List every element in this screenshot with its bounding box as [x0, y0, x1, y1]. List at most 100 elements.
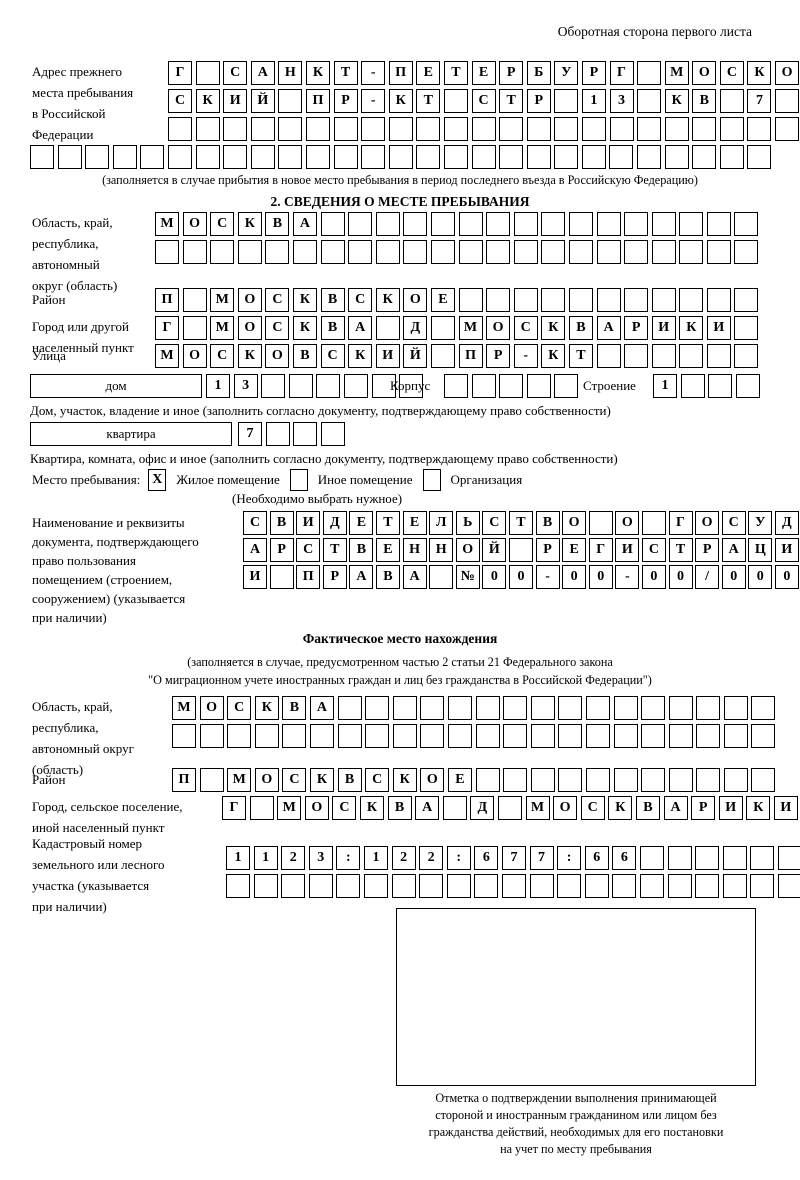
char-cell[interactable]: Е: [430, 288, 455, 312]
char-cell[interactable]: К: [237, 212, 262, 236]
char-cell[interactable]: [664, 117, 689, 141]
char-cell[interactable]: [458, 240, 483, 264]
char-cell[interactable]: :: [557, 846, 582, 870]
char-cell[interactable]: [667, 874, 692, 898]
char-cell[interactable]: [696, 724, 721, 748]
char-cell[interactable]: Д: [470, 796, 495, 820]
char-cell[interactable]: [499, 374, 524, 398]
char-cell[interactable]: [430, 316, 455, 340]
s2-region-row-2[interactable]: [155, 240, 759, 264]
char-cell[interactable]: [281, 874, 306, 898]
char-cell[interactable]: [612, 874, 637, 898]
char-cell[interactable]: [172, 724, 196, 748]
char-cell[interactable]: [584, 874, 609, 898]
char-cell[interactable]: Г: [155, 316, 179, 340]
char-cell[interactable]: [637, 117, 662, 141]
char-cell[interactable]: [706, 240, 731, 264]
char-cell[interactable]: [503, 696, 528, 720]
char-cell[interactable]: [750, 846, 775, 870]
char-cell[interactable]: П: [296, 565, 321, 589]
char-cell[interactable]: Р: [333, 89, 358, 113]
char-cell[interactable]: Н: [402, 538, 427, 562]
prev-address-row-3[interactable]: [168, 117, 800, 141]
char-cell[interactable]: М: [155, 344, 179, 368]
char-cell[interactable]: А: [349, 565, 374, 589]
char-cell[interactable]: А: [402, 565, 427, 589]
char-cell[interactable]: [554, 374, 579, 398]
char-cell[interactable]: М: [277, 796, 302, 820]
char-cell[interactable]: 3: [233, 374, 258, 398]
char-cell[interactable]: [305, 145, 330, 169]
char-cell[interactable]: М: [210, 316, 235, 340]
char-cell[interactable]: [444, 374, 468, 398]
char-cell[interactable]: К: [359, 796, 384, 820]
char-cell[interactable]: [723, 696, 748, 720]
char-cell[interactable]: В: [635, 796, 660, 820]
char-cell[interactable]: [430, 240, 455, 264]
char-cell[interactable]: :: [336, 846, 361, 870]
char-cell[interactable]: [416, 145, 441, 169]
char-cell[interactable]: [250, 145, 275, 169]
char-cell[interactable]: [348, 212, 373, 236]
char-cell[interactable]: [182, 240, 207, 264]
char-cell[interactable]: О: [199, 696, 224, 720]
flat-number-row[interactable]: 7: [238, 422, 345, 446]
char-cell[interactable]: [637, 89, 662, 113]
char-cell[interactable]: [585, 724, 610, 748]
char-cell[interactable]: 0: [588, 565, 613, 589]
char-cell[interactable]: А: [348, 316, 373, 340]
char-cell[interactable]: [558, 768, 583, 792]
char-cell[interactable]: [513, 288, 538, 312]
char-cell[interactable]: 3: [609, 89, 634, 113]
char-cell[interactable]: [446, 874, 471, 898]
char-cell[interactable]: [361, 145, 386, 169]
char-cell[interactable]: [529, 874, 554, 898]
char-cell[interactable]: [585, 768, 610, 792]
char-cell[interactable]: И: [243, 565, 267, 589]
char-cell[interactable]: 1: [363, 846, 388, 870]
char-cell[interactable]: [309, 724, 334, 748]
char-cell[interactable]: [30, 145, 54, 169]
doc-req-row-3[interactable]: И П Р А В А № 0 0-0 0-0 0/0 0 0: [243, 565, 800, 589]
char-cell[interactable]: [375, 240, 400, 264]
char-cell[interactable]: О: [420, 768, 445, 792]
char-cell[interactable]: -: [361, 89, 386, 113]
char-cell[interactable]: У: [554, 61, 579, 85]
char-cell[interactable]: С: [265, 288, 290, 312]
char-cell[interactable]: [639, 874, 664, 898]
char-cell[interactable]: Р: [322, 565, 347, 589]
char-cell[interactable]: [722, 846, 747, 870]
char-cell[interactable]: [568, 288, 593, 312]
char-cell[interactable]: [695, 874, 720, 898]
char-cell[interactable]: В: [535, 511, 560, 535]
char-cell[interactable]: Т: [508, 511, 533, 535]
char-cell[interactable]: К: [541, 316, 566, 340]
char-cell[interactable]: [541, 240, 566, 264]
char-cell[interactable]: 6: [584, 846, 609, 870]
char-cell[interactable]: [692, 145, 717, 169]
char-cell[interactable]: М: [525, 796, 550, 820]
char-cell[interactable]: Р: [526, 89, 551, 113]
char-cell[interactable]: 1: [253, 846, 278, 870]
char-cell[interactable]: [503, 724, 528, 748]
char-cell[interactable]: [581, 145, 606, 169]
char-cell[interactable]: В: [320, 288, 345, 312]
char-cell[interactable]: Д: [403, 316, 428, 340]
char-cell[interactable]: [568, 240, 593, 264]
char-cell[interactable]: Й: [250, 89, 275, 113]
char-cell[interactable]: [585, 696, 610, 720]
char-cell[interactable]: [696, 768, 721, 792]
char-cell[interactable]: [680, 374, 705, 398]
char-cell[interactable]: [419, 874, 444, 898]
char-cell[interactable]: [651, 288, 676, 312]
char-cell[interactable]: [609, 145, 634, 169]
char-cell[interactable]: 0: [562, 565, 587, 589]
char-cell[interactable]: 0: [482, 565, 507, 589]
char-cell[interactable]: А: [243, 538, 267, 562]
char-cell[interactable]: Б: [526, 61, 551, 85]
